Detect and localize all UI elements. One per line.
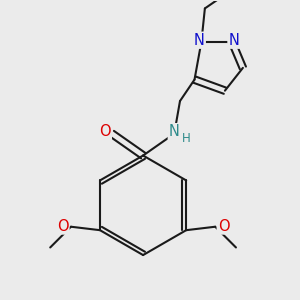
Text: O: O	[218, 218, 229, 233]
Text: O: O	[57, 218, 68, 233]
Text: N: N	[169, 124, 180, 139]
Text: H: H	[182, 132, 190, 145]
Text: O: O	[99, 124, 111, 139]
Text: N: N	[194, 33, 205, 48]
Text: N: N	[229, 33, 239, 48]
